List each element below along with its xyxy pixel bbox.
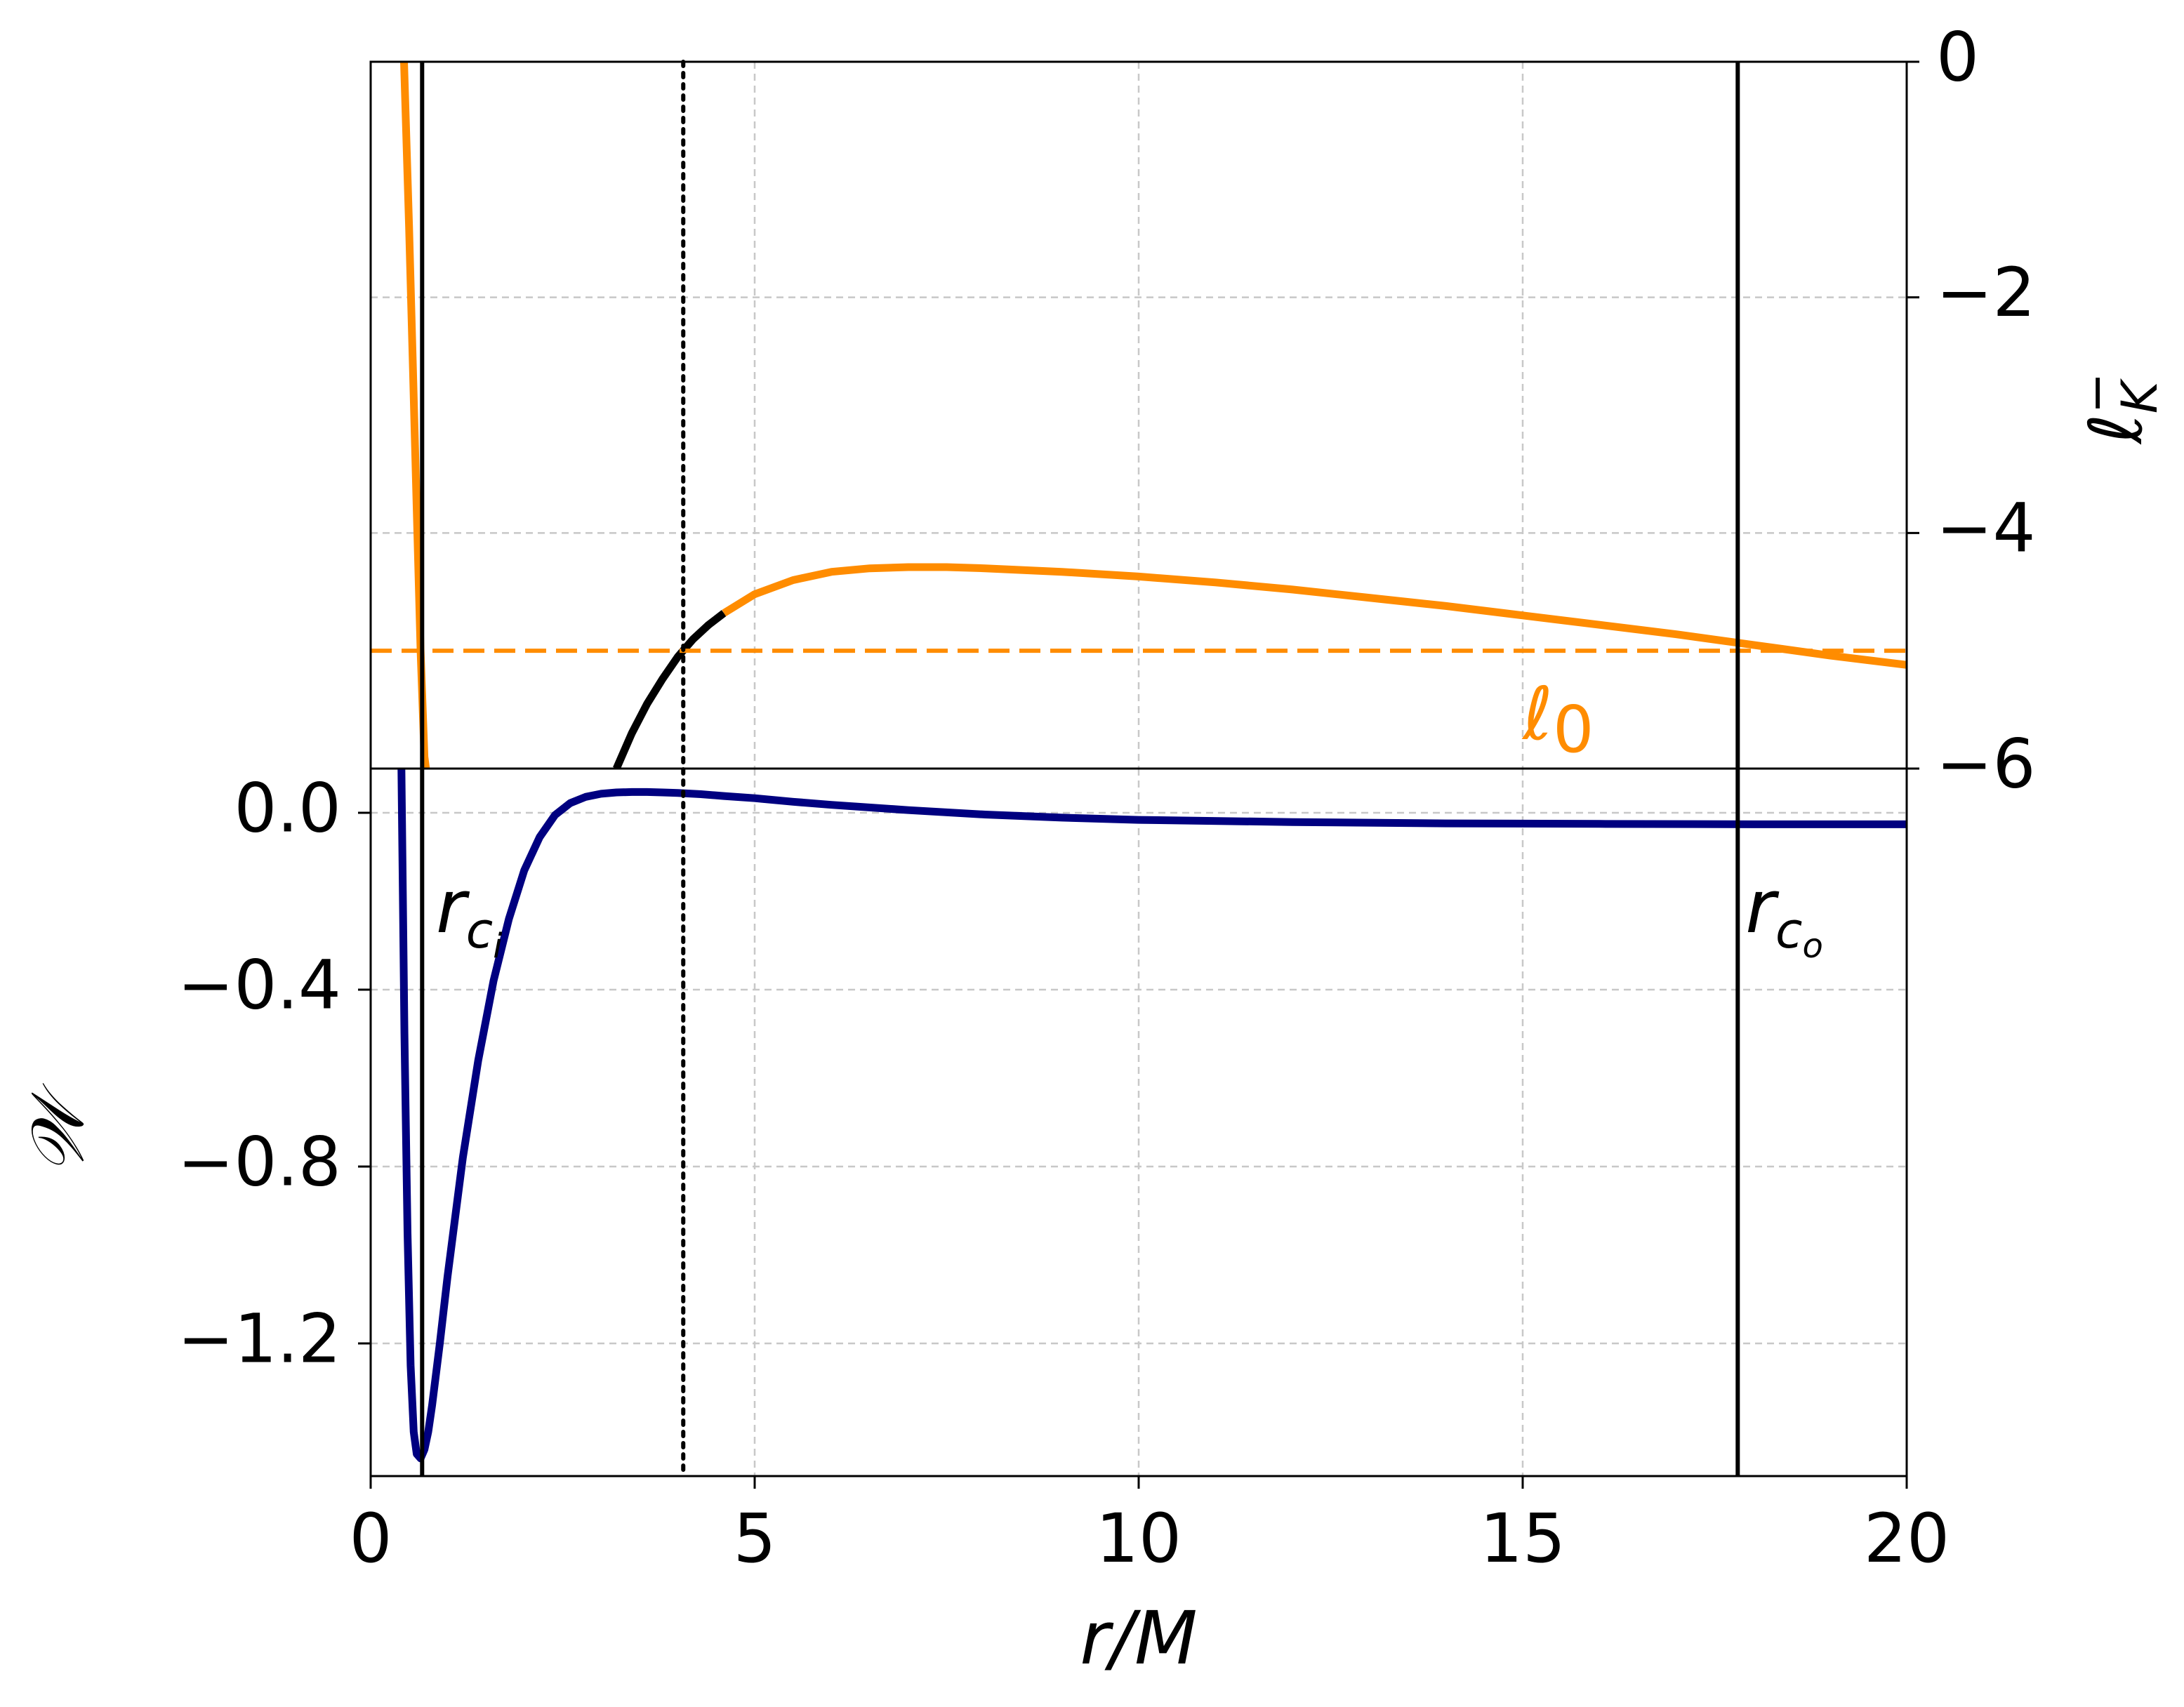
tick-marks: [358, 60, 1919, 1489]
w-potential-line: [397, 769, 1907, 1463]
bottom-y-axis-label: 𝒲: [15, 1083, 100, 1175]
top-y-axis-label-sub: K: [2111, 378, 2169, 413]
series-layer: [371, 62, 1907, 1463]
xtick-label: 5: [733, 1499, 776, 1578]
xtick-label: 10: [1096, 1499, 1182, 1578]
top-series-line: [400, 62, 430, 769]
r-ci-label-base: r: [436, 864, 470, 950]
r-co-label: rco: [1745, 864, 1823, 966]
top-ytick-label: 0: [1936, 18, 1979, 96]
top-ytick-label: −4: [1936, 489, 2036, 568]
bottom-series-group: [397, 769, 1907, 1463]
top-y-axis-label-sup: −: [2067, 373, 2125, 414]
top-panel-grid: [369, 60, 1908, 770]
xtick-labels: 0 5 10 15 20: [349, 1499, 1950, 1578]
top-series-line: [613, 610, 727, 769]
r-co-label-base: r: [1745, 864, 1780, 950]
bottom-ytick-label: −1.2: [178, 1299, 341, 1378]
bottom-ytick-label: −0.4: [178, 945, 341, 1024]
top-ytick-label: −2: [1936, 253, 2036, 332]
bottom-panel-grid: [369, 769, 1908, 1476]
xtick-label: 15: [1480, 1499, 1566, 1578]
top-y-axis-label: ℓK−: [2067, 373, 2169, 446]
bottom-ytick-label: −0.8: [178, 1122, 341, 1201]
top-y-axis-label-base: ℓ: [2073, 413, 2159, 445]
l0-label: ℓ0: [1521, 671, 1594, 767]
top-series-line: [722, 563, 1907, 669]
xtick-label: 20: [1864, 1499, 1950, 1578]
r-ci-label: rci: [436, 864, 503, 966]
l0-label-base: ℓ: [1521, 671, 1553, 757]
r-ci-label-sub: c: [466, 902, 494, 959]
xtick-label: 0: [349, 1499, 392, 1578]
r-co-label-sub: c: [1775, 902, 1803, 959]
x-axis-label: r/M: [1080, 1595, 1198, 1681]
top-series-group: [371, 62, 1907, 769]
top-ytick-label: −6: [1936, 724, 2036, 803]
r-co-label-subsub: o: [1803, 926, 1823, 966]
r-ci-label-subsub: i: [493, 926, 503, 966]
bottom-ytick-labels: 0.0 −0.4 −0.8 −1.2: [178, 769, 341, 1378]
bottom-ytick-label: 0.0: [234, 769, 341, 847]
l0-label-sub: 0: [1553, 692, 1594, 767]
top-ytick-labels: 0 −2 −4 −6: [1936, 18, 2036, 803]
